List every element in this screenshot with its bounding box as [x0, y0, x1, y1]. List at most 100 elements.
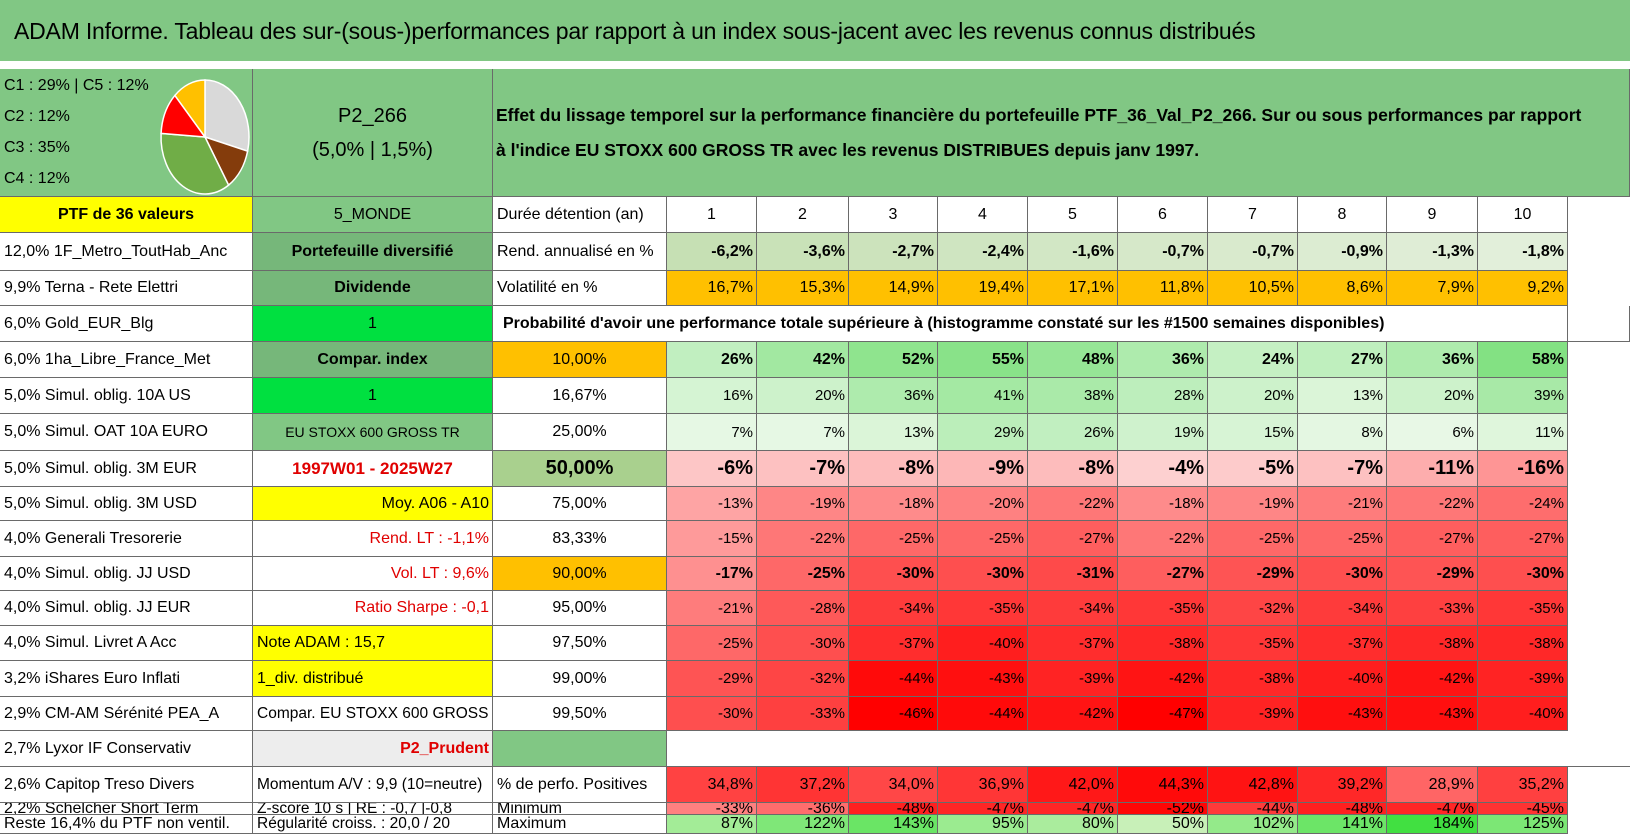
year-header-text: 3 [888, 205, 898, 223]
min-label: Minimum [493, 803, 667, 815]
param-cell: Momentum A/V : 9,9 (10=neutre) [253, 767, 493, 803]
pos-value: 35,2% [1478, 767, 1568, 803]
quantile-value: -5% [1208, 451, 1298, 487]
quantile-value-text: -32% [809, 670, 845, 687]
param-cell: Note ADAM : 15,7 [253, 626, 493, 661]
quantile-value: -46% [849, 697, 938, 731]
quantile-label: 97,50% [493, 626, 667, 661]
param-cell-text: Rend. LT : -1,1% [369, 529, 489, 547]
quantile-value: -35% [1478, 591, 1568, 626]
quantile-value-text: -25% [807, 564, 845, 582]
quantile-value: 20% [1387, 378, 1478, 414]
quantile-value: -9% [938, 451, 1028, 487]
year-header: 2 [757, 197, 849, 233]
quantile-value: -25% [757, 557, 849, 591]
quantile-value: -38% [1387, 626, 1478, 661]
pos-value: 37,2% [757, 767, 849, 803]
param-cell: 1_div. distribué [253, 661, 493, 697]
quantile-value-text: -40% [1347, 670, 1383, 687]
min-value-text: -47% [1436, 803, 1474, 815]
max-value: 95% [938, 815, 1028, 834]
quantile-value: 58% [1478, 342, 1568, 378]
quantile-value-text: -18% [1168, 495, 1204, 512]
vol-value: 8,6% [1298, 271, 1387, 306]
vol-value-text: 16,7% [707, 279, 753, 296]
rend-value: -0,9% [1298, 233, 1387, 271]
quantile-value: -35% [938, 591, 1028, 626]
quantile-value: -8% [849, 451, 938, 487]
quantile-value-text: 26% [720, 350, 753, 368]
holding-row-text: 5,0% Simul. OAT 10A EURO [4, 423, 208, 440]
holding-row-text: 2,2% Schelcher Short Term [4, 803, 199, 815]
quantile-value-text: -29% [1256, 564, 1294, 582]
max-value-text: 95% [991, 815, 1024, 832]
rend-value-text: -0,9% [1341, 242, 1383, 260]
quantile-value: -30% [757, 626, 849, 661]
rend-value-text: -0,7% [1252, 242, 1294, 260]
quantile-label: 16,67% [493, 378, 667, 414]
holding-row: 2,2% Schelcher Short Term [0, 803, 253, 815]
quantile-value-text: -30% [1345, 564, 1383, 582]
blank-green [493, 731, 667, 767]
param-cell-text: Vol. LT : 9,6% [390, 564, 489, 582]
max-value-text: 125% [1523, 815, 1564, 832]
quantile-value: -43% [938, 661, 1028, 697]
param-cell: Régularité croiss. : 20,0 / 20 [253, 815, 493, 834]
rend-label-text: Rend. annualisé en % [497, 242, 654, 260]
year-header-text: 4 [978, 205, 987, 223]
quantile-value: -37% [1298, 626, 1387, 661]
quantile-value-text: -25% [1258, 530, 1294, 547]
quantile-value: 27% [1298, 342, 1387, 378]
portfolio-rates: (5,0% | 1,5%) [312, 138, 433, 161]
quantile-value: -29% [1208, 557, 1298, 591]
quantile-value-text: 15% [1263, 423, 1294, 441]
quantile-value-text: -4% [1168, 457, 1204, 479]
quantile-value-text: -30% [809, 634, 845, 652]
quantile-value-text: -7% [1347, 457, 1383, 479]
pos-value-text: 28,9% [1428, 775, 1474, 793]
pos-value: 34,0% [849, 767, 938, 803]
quantile-value-text: -33% [1438, 599, 1474, 617]
quantile-value-text: -37% [898, 634, 934, 652]
quantile-value: -30% [1298, 557, 1387, 591]
holding-row-text: 4,0% Simul. Livret A Acc [4, 634, 177, 651]
quantile-value-text: -18% [898, 495, 934, 512]
quantile-value: -25% [667, 626, 757, 661]
param-cell-text: Portefeuille diversifié [291, 242, 454, 260]
year-header: 7 [1208, 197, 1298, 233]
quantile-value: -43% [1387, 697, 1478, 731]
composition-line: C4 : 12% [4, 169, 70, 187]
holding-row-text: 4,0% Simul. oblig. JJ USD [4, 564, 191, 582]
quantile-value-text: 7% [823, 423, 845, 441]
param-cell-text: EU STOXX 600 GROSS TR [285, 424, 460, 440]
min-value: -52% [1118, 803, 1208, 815]
quantile-value: -44% [849, 661, 938, 697]
rend-value-text: -3,6% [803, 242, 845, 260]
param-cell: 1997W01 - 2025W27 [253, 451, 493, 487]
quantile-value: 36% [1118, 342, 1208, 378]
quantile-value: -31% [1028, 557, 1118, 591]
quantile-value-text: -34% [898, 599, 934, 617]
pie-slice-c1 [204, 79, 250, 153]
quantile-value: -30% [667, 697, 757, 731]
quantile-label-text: 25,00% [552, 423, 607, 440]
quantile-value: -22% [1387, 487, 1478, 521]
quantile-value: -19% [757, 487, 849, 521]
quantile-value-text: -25% [717, 634, 753, 652]
year-header-text: 9 [1427, 205, 1437, 223]
param-cell: Rend. LT : -1,1% [253, 521, 493, 557]
param-cell: 5_MONDE [253, 197, 493, 233]
quantile-value-text: -19% [809, 495, 845, 512]
min-value-text: -44% [1256, 803, 1294, 815]
quantile-value: 55% [938, 342, 1028, 378]
quantile-value-text: 20% [1443, 387, 1474, 404]
param-cell-text: 5_MONDE [333, 205, 412, 223]
quantile-value-text: -6% [717, 457, 753, 479]
quantile-value-text: -22% [1438, 495, 1474, 512]
vol-value-text: 10,5% [1248, 279, 1294, 296]
vol-value: 16,7% [667, 271, 757, 306]
quantile-value: 19% [1118, 414, 1208, 451]
quantile-value-text: 36% [903, 387, 934, 404]
blank-row [667, 731, 1630, 767]
param-cell-text: 1 [368, 386, 377, 404]
